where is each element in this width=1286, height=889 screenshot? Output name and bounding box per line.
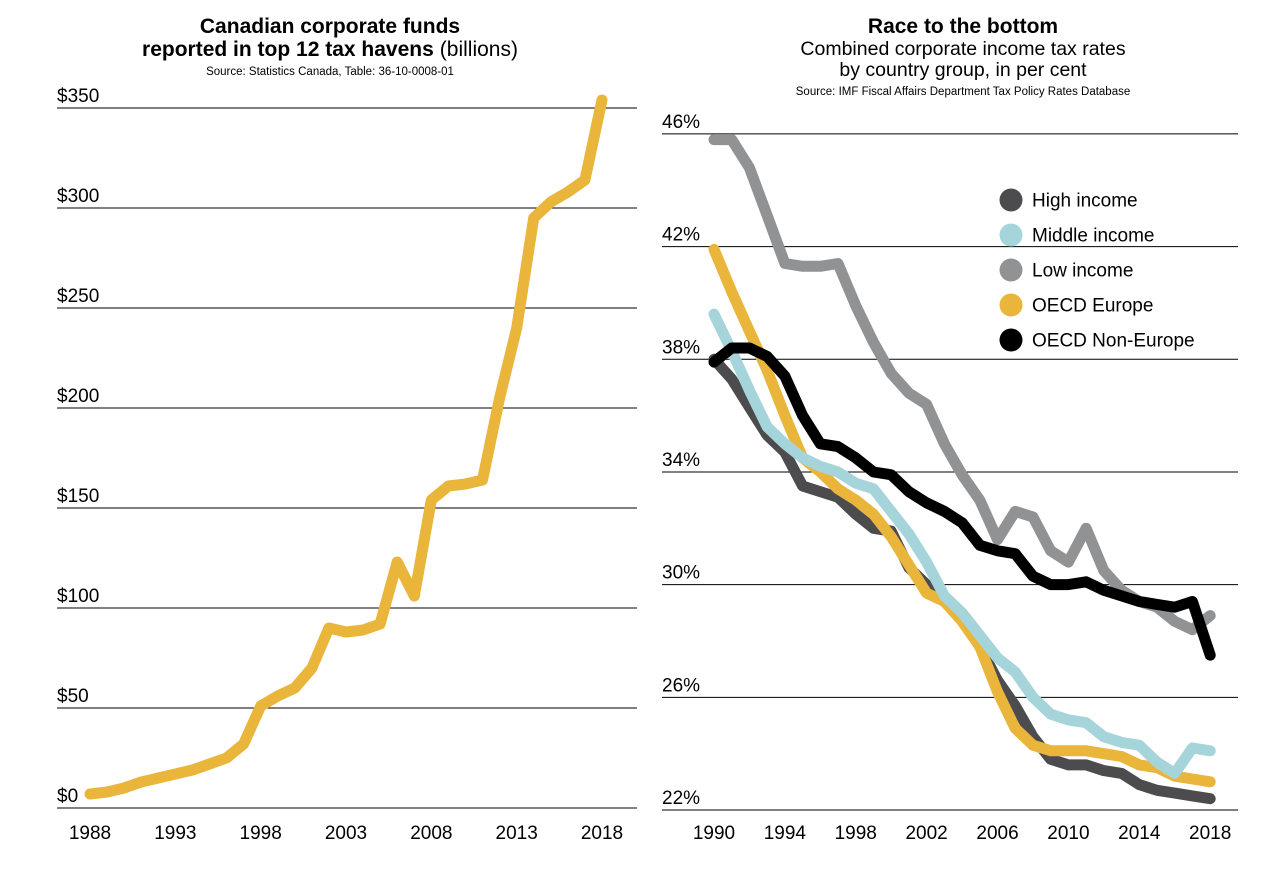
left-chart-title-line2: reported in top 12 tax havens (billions) [0, 37, 660, 62]
x-tick-label: 2008 [410, 823, 452, 844]
x-tick-label: 1993 [154, 823, 196, 844]
right-chart-title: Race to the bottom [867, 15, 1059, 38]
y-tick-label: $150 [57, 486, 99, 507]
y-tick-label: $50 [57, 686, 89, 707]
y-tick-label: 38% [662, 337, 700, 358]
series-line-funds-in-top-12-tax-havens [84, 94, 608, 800]
y-tick-label: 42% [662, 225, 700, 246]
legend-swatch-oecd-europe [999, 293, 1023, 317]
x-tick-label: 2006 [976, 823, 1018, 844]
y-tick-label: $100 [57, 586, 99, 607]
x-tick-label: 1990 [693, 823, 735, 844]
series-line-middle-income [708, 308, 1216, 779]
x-tick-label: 2018 [581, 823, 623, 844]
legend-label-high-income: High income [1032, 191, 1138, 212]
x-tick-label: 1988 [69, 823, 111, 844]
y-tick-label: 30% [662, 563, 700, 584]
y-tick-label: $350 [57, 86, 99, 107]
x-tick-label: 1998 [835, 823, 877, 844]
legend-label-oecd-non-europe: OECD Non-Europe [1032, 331, 1195, 352]
series-line-oecd-europe [708, 243, 1216, 788]
legend-label-low-income: Low income [1032, 261, 1133, 282]
legend-label-middle-income: Middle income [1032, 226, 1155, 247]
right-chart-subtitle-line2: by country group, in per cent [839, 58, 1087, 81]
x-tick-label: 2003 [325, 823, 367, 844]
left-chart-title-units: (billions) [439, 37, 518, 61]
x-tick-label: 2010 [1047, 823, 1089, 844]
x-tick-label: 2013 [496, 823, 538, 844]
legend-swatch-middle-income [999, 223, 1023, 247]
x-tick-label: 1998 [240, 823, 282, 844]
left-chart-title-line1: Canadian corporate funds [0, 15, 660, 39]
y-tick-label: 26% [662, 675, 700, 696]
x-tick-label: 2014 [1118, 823, 1161, 844]
y-tick-label: $200 [57, 386, 99, 407]
y-tick-label: $0 [57, 786, 78, 807]
y-tick-label: $300 [57, 186, 99, 207]
legend-swatch-high-income [999, 188, 1023, 212]
y-tick-label: $250 [57, 286, 99, 307]
left-chart-title-text: Canadian corporate funds [199, 15, 461, 38]
x-tick-label: 2018 [1189, 823, 1231, 844]
right-chart-header: Race to the bottom Combined corporate in… [640, 15, 1286, 98]
left-chart-header: Canadian corporate funds reported in top… [0, 15, 660, 79]
legend-swatch-oecd-non-europe [999, 328, 1023, 352]
right-chart-source: Source: IMF Fiscal Affairs Department Ta… [795, 85, 1131, 98]
right-chart-plot: 46% 42% 38% 34% 30% 26% 22% 1990 1994 1998 2002 200… [662, 112, 1238, 844]
left-chart-plot: $350 $300 $250 $200 $150 $100 $50 $0 1988 1993 199… [57, 86, 637, 844]
legend-label-oecd-europe: OECD Europe [1032, 296, 1153, 317]
left-chart-title-bold-part: reported in top 12 tax havens [142, 37, 434, 61]
y-tick-label: 34% [662, 450, 700, 471]
x-tick-label: 2002 [905, 823, 947, 844]
left-chart-source: Source: Statistics Canada, Table: 36-10-… [206, 66, 454, 79]
y-tick-label: 22% [662, 788, 700, 809]
right-chart-subtitle-line1: Combined corporate income tax rates [800, 37, 1126, 60]
x-tick-label: 1994 [764, 823, 807, 844]
legend-swatch-low-income [999, 258, 1023, 282]
series-line-oecd-non-europe [708, 342, 1216, 661]
y-tick-label: 46% [662, 112, 700, 133]
